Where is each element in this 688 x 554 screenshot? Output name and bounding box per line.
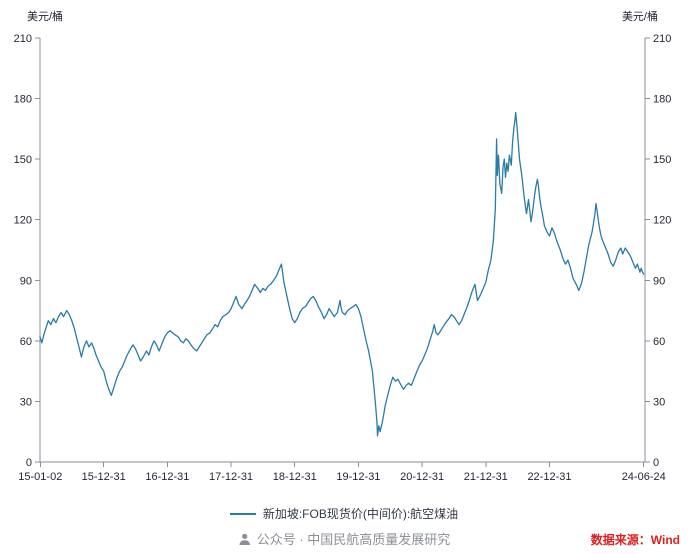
svg-text:24-06-24: 24-06-24 — [622, 471, 666, 483]
svg-text:美元/桶: 美元/桶 — [27, 9, 63, 23]
watermark-text: 公众号 · 中国民航高质量发展研究 — [256, 532, 451, 547]
svg-text:210: 210 — [653, 33, 671, 45]
legend-line-swatch — [229, 512, 256, 515]
svg-text:150: 150 — [653, 154, 671, 166]
svg-text:22-12-31: 22-12-31 — [527, 471, 571, 483]
svg-text:150: 150 — [14, 154, 32, 166]
svg-text:18-12-31: 18-12-31 — [273, 471, 317, 483]
svg-text:60: 60 — [653, 336, 665, 348]
svg-text:120: 120 — [14, 215, 32, 227]
svg-text:90: 90 — [653, 275, 665, 287]
price-chart: 0 0 30 30 60 60 90 90 120 120 150 150 180 180 210 210 15… — [14, 9, 672, 483]
svg-text:30: 30 — [20, 396, 32, 408]
svg-text:30: 30 — [653, 396, 665, 408]
svg-text:15-01-02: 15-01-02 — [18, 471, 62, 483]
svg-text:90: 90 — [20, 275, 32, 287]
watermark: 公众号 · 中国民航高质量发展研究 — [238, 529, 451, 548]
svg-text:0: 0 — [653, 457, 659, 469]
svg-text:21-12-31: 21-12-31 — [464, 471, 508, 483]
svg-text:60: 60 — [20, 336, 32, 348]
data-source-label: 数据来源：Wind — [590, 533, 680, 547]
svg-text:17-12-31: 17-12-31 — [209, 471, 253, 483]
svg-text:210: 210 — [14, 33, 32, 45]
svg-text:180: 180 — [653, 94, 671, 106]
svg-text:180: 180 — [14, 94, 32, 106]
wechat-account-icon — [238, 532, 252, 546]
svg-text:16-12-31: 16-12-31 — [145, 471, 189, 483]
svg-text:120: 120 — [653, 215, 671, 227]
svg-text:19-12-31: 19-12-31 — [336, 471, 380, 483]
svg-text:0: 0 — [26, 457, 32, 469]
legend: 新加坡:FOB现货价(中间价):航空煤油 — [0, 505, 688, 522]
chart-area: 0 0 30 30 60 60 90 90 120 120 150 150 180 180 210 210 15… — [14, 9, 672, 483]
svg-text:美元/桶: 美元/桶 — [622, 9, 658, 23]
legend-label: 新加坡:FOB现货价(中间价):航空煤油 — [262, 507, 459, 521]
svg-text:15-12-31: 15-12-31 — [82, 471, 126, 483]
svg-text:20-12-31: 20-12-31 — [400, 471, 444, 483]
footer: 公众号 · 中国民航高质量发展研究 数据来源：Wind — [0, 528, 688, 550]
